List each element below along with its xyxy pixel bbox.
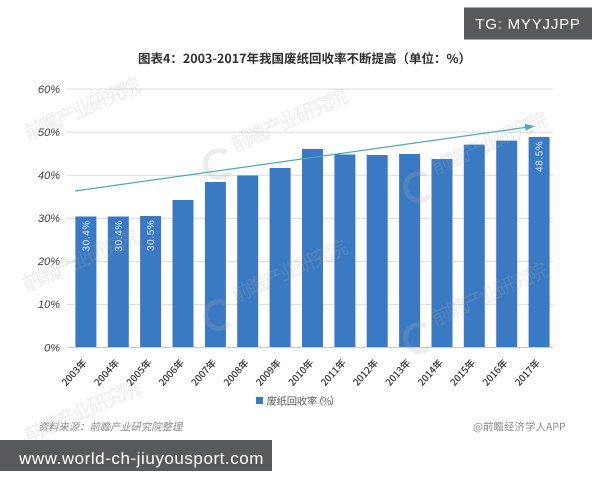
svg-text:www.world-ch-jiuyousport.com: www.world-ch-jiuyousport.com xyxy=(18,449,264,468)
svg-text:30%: 30% xyxy=(38,213,60,225)
svg-text:60%: 60% xyxy=(38,84,60,96)
svg-text:10%: 10% xyxy=(38,299,60,311)
svg-text:30.5%: 30.5% xyxy=(146,220,157,251)
svg-text:TG: MYYJJPP: TG: MYYJJPP xyxy=(475,16,580,33)
svg-text:48.5%: 48.5% xyxy=(535,141,546,172)
svg-text:30.4%: 30.4% xyxy=(82,220,93,251)
svg-text:30.4%: 30.4% xyxy=(114,220,125,251)
svg-text:20%: 20% xyxy=(37,256,60,268)
svg-text:40%: 40% xyxy=(38,170,60,182)
svg-text:0%: 0% xyxy=(44,342,60,354)
